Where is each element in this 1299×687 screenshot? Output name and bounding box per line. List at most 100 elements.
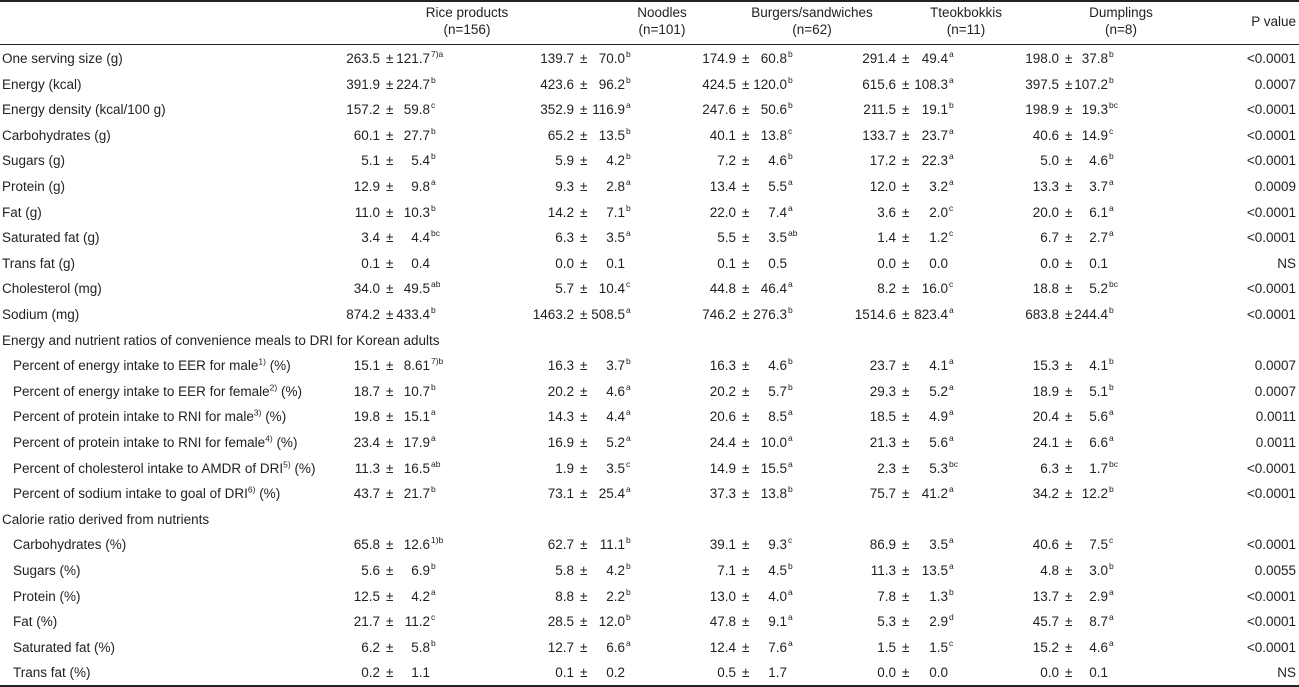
plus-minus: ± (580, 102, 588, 118)
significance-letter: a (1109, 586, 1114, 597)
mean-value: 263.5 (346, 51, 380, 66)
sd-value: 0.2 (606, 665, 625, 681)
section-row: Calorie ratio derived from nutrients (0, 507, 1299, 533)
significance-letter: a (949, 74, 954, 85)
plus-minus: ± (580, 588, 588, 604)
sd-value: 244.4 (1074, 307, 1108, 322)
p-value: <0.0001 (1246, 639, 1296, 655)
mean-value: 6.3 (555, 230, 574, 246)
plus-minus: ± (1065, 307, 1073, 322)
significance-letter: c (949, 228, 954, 239)
sd-value: 60.8 (760, 51, 787, 66)
significance-letter: a (788, 458, 793, 469)
sd-value: 7.6 (768, 639, 787, 655)
plus-minus: ± (386, 614, 394, 630)
sd-value: 7.1 (606, 204, 625, 220)
table-row: Cholesterol (mg) 34.0 ±49.5 ab 5.7 ±10.4 c 44.8… (0, 276, 1299, 302)
significance-letter: bc (1109, 458, 1118, 469)
column-name: Dumplings (1089, 5, 1153, 20)
mean-value: 16.3 (547, 358, 574, 374)
mean-value: 24.4 (709, 435, 736, 450)
row-label-text: Percent of protein intake to RNI for mal… (13, 409, 254, 425)
sd-value: 0.1 (1089, 255, 1108, 271)
significance-letter: b (1109, 561, 1114, 571)
mean-value: 139.7 (540, 51, 574, 66)
row-label-text: Carbohydrates (%) (13, 537, 127, 553)
sd-value: 4.2 (606, 563, 625, 578)
row-label: Percent of energy intake to EER for male… (13, 353, 291, 379)
footnote-marker: 3) (253, 407, 262, 418)
sd-value: 8.5 (768, 409, 787, 425)
plus-minus: ± (386, 563, 394, 578)
plus-minus: ± (386, 409, 394, 425)
plus-minus: ± (742, 307, 750, 322)
sd-value: 4.1 (1089, 358, 1108, 374)
significance-letter: a (949, 305, 954, 315)
significance-letter: a (431, 586, 436, 597)
table-row: Sugars (%) 5.6 ±6.9 b 5.8 ±4.2 b 7.1 ±4.5 b 11.3 ±1… (0, 558, 1299, 584)
mean-value: 24.1 (1032, 435, 1059, 450)
mean-value: 5.6 (361, 563, 380, 578)
significance-letter: bc (1109, 279, 1118, 290)
mean-value: 13.0 (709, 588, 736, 604)
plus-minus: ± (580, 153, 588, 169)
sd-value: 6.9 (411, 563, 430, 578)
plus-minus: ± (580, 383, 588, 399)
row-label-unit: (%) (265, 358, 291, 374)
column-name: Tteokbokkis (929, 5, 1003, 20)
significance-letter: b (1109, 484, 1114, 495)
plus-minus: ± (902, 230, 910, 246)
mean-value: 0.1 (717, 255, 736, 271)
sd-value: 6.6 (606, 639, 625, 655)
plus-minus: ± (1065, 358, 1073, 374)
sd-value: 10.3 (403, 204, 430, 220)
footnote-marker: 4) (265, 433, 273, 444)
significance-letter: a (431, 407, 436, 418)
mean-value: 15.2 (1032, 639, 1059, 655)
plus-minus: ± (1065, 51, 1073, 66)
significance-letter: b (431, 381, 436, 392)
mean-value: 1.9 (555, 460, 574, 476)
mean-value: 23.4 (353, 435, 380, 450)
sd-value: 0.0 (929, 255, 948, 271)
table-row: Percent of protein intake to RNI for mal… (0, 404, 1299, 430)
mean-value: 12.4 (709, 639, 736, 655)
section-label: Energy and nutrient ratios of convenienc… (2, 332, 440, 348)
p-value-header: P value (1251, 14, 1296, 29)
mean-value: 0.1 (555, 665, 574, 681)
sd-value: 12.6 (403, 537, 430, 553)
mean-value: 0.0 (877, 255, 896, 271)
mean-value: 21.7 (353, 614, 380, 630)
significance-letter: c (431, 612, 436, 623)
significance-letter: a (788, 279, 793, 290)
plus-minus: ± (386, 435, 394, 450)
sd-value: 13.5 (598, 127, 625, 143)
row-label-unit: (%) (261, 409, 287, 425)
sd-value: 276.3 (753, 307, 787, 322)
mean-value: 6.7 (1040, 230, 1059, 246)
significance-letter: b (788, 100, 793, 111)
mean-value: 60.1 (353, 127, 380, 143)
significance-letter: b (1109, 356, 1114, 367)
table-row: Carbohydrates (g) 60.1 ±27.7 b 65.2 ±13.5 b 40.… (0, 123, 1299, 149)
sd-value: 12.2 (1081, 486, 1108, 502)
plus-minus: ± (580, 179, 588, 194)
sd-value: 5.7 (768, 383, 787, 399)
table-row: Sodium (mg) 874.2 ±433.4 b 1463.2 ±508.5 a 746.… (0, 302, 1299, 328)
row-label: Percent of protein intake to RNI for fem… (13, 430, 297, 456)
row-label-text: Energy density (kcal/100 g) (2, 102, 166, 118)
sd-value: 70.0 (598, 51, 625, 66)
plus-minus: ± (386, 358, 394, 374)
sd-value: 8.7 (1089, 614, 1108, 630)
significance-letter: b (431, 202, 436, 213)
section-label: Calorie ratio derived from nutrients (2, 511, 210, 527)
row-label: Cholesterol (mg) (2, 276, 102, 302)
row-label-text: Percent of cholesterol intake to AMDR of… (13, 460, 284, 476)
significance-letter: b (626, 612, 631, 623)
p-value: <0.0001 (1246, 486, 1296, 502)
plus-minus: ± (386, 281, 394, 297)
significance-letter: bc (431, 228, 440, 239)
sd-value: 4.6 (1089, 153, 1108, 169)
header-rule (0, 44, 1299, 45)
sd-value: 0.1 (606, 255, 625, 271)
